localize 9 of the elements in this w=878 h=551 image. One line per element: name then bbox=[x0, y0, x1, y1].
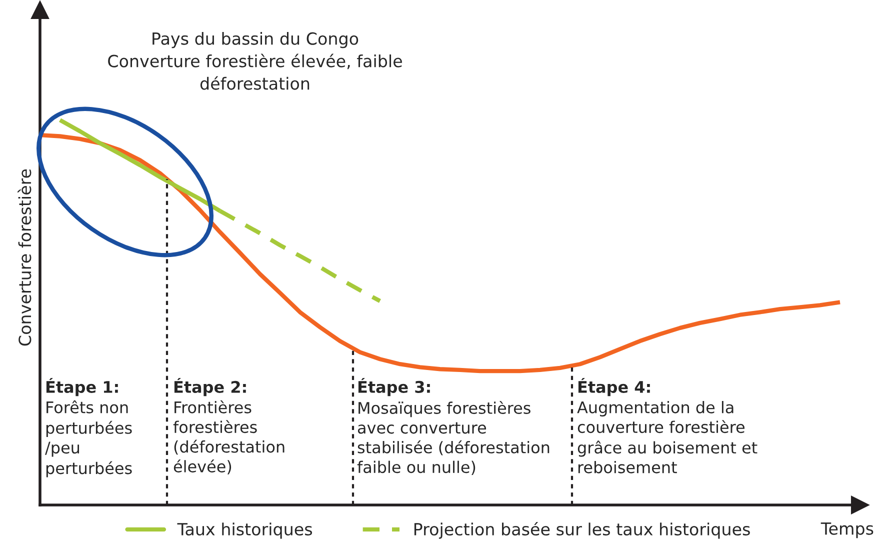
text: Pays du bassin du Congo Converture forestière élevée, faible déforestation bbox=[108, 32, 402, 90]
x-axis-title: Temps bbox=[820, 522, 874, 538]
annotation: Étape 4: Augmentation de la couverture forestière grâce au boisement et reboisement bbox=[577, 378, 758, 474]
y-axis-title: Converture forestière bbox=[18, 169, 32, 346]
legend-label: Projection basée sur les taux historiques bbox=[414, 522, 750, 539]
legend-label: Taux historiques bbox=[177, 522, 312, 539]
annotation: Étape 3: Mosaïques forestières avec converture stabilisée (déforestation faible ou nulle) bbox=[357, 378, 550, 475]
annotation: Étape 2: Frontières forestières (déforestation élevée) bbox=[173, 378, 284, 474]
annotation: Étape 1: Forêts non perturbées /peu perturbées bbox=[45, 378, 132, 478]
